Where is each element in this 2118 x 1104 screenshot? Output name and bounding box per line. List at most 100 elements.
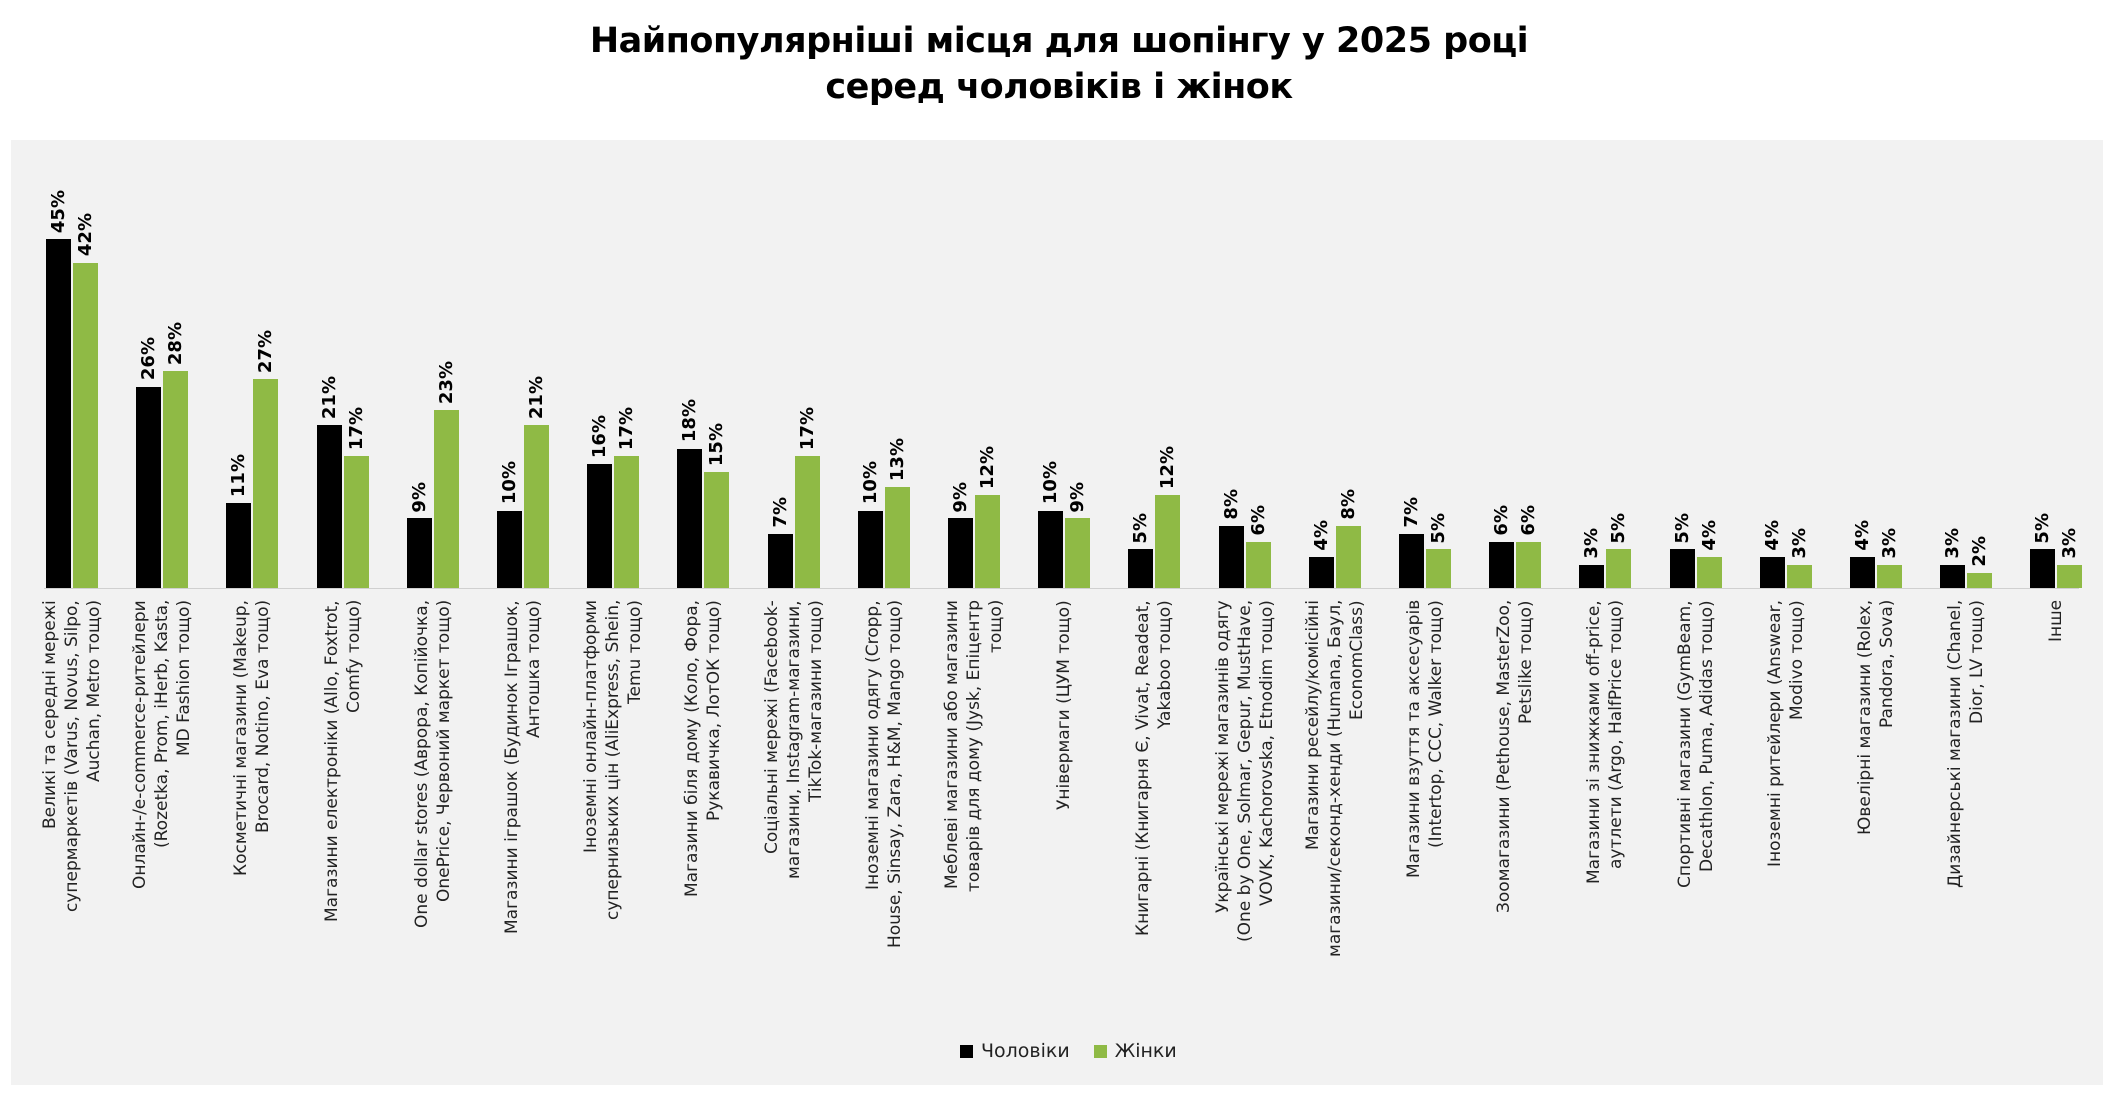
legend: Чоловіки Жінки [960, 1040, 1177, 1062]
category-label: Дизайнерські магазини (Chanel, Dior, LV … [1945, 600, 1988, 889]
legend-item-men: Чоловіки [960, 1040, 1070, 1062]
data-label-men: 4% [1310, 520, 1332, 551]
bar-men [1128, 549, 1154, 588]
bar-women [1335, 526, 1361, 588]
data-label-women: 3% [2059, 528, 2081, 559]
bar-women [794, 456, 820, 588]
bar-men [677, 448, 703, 588]
data-label-men: 6% [1491, 504, 1513, 536]
data-label-women: 42% [75, 213, 96, 257]
data-label-men: 10% [1040, 461, 1062, 505]
category-label: Іноземні онлайн-платформи супернизьких ц… [581, 600, 646, 921]
data-label-women: 21% [526, 376, 547, 420]
bar-men [46, 239, 71, 588]
category-label: Меблеві магазини або магазини товарів дл… [942, 600, 1006, 893]
bar-women [433, 409, 459, 588]
data-label-men: 7% [1401, 497, 1422, 528]
bar-men [316, 425, 342, 588]
category-label: One dollar stores (Аврора, Копійочка, On… [411, 600, 454, 929]
category-label: Зоомагазини (Pethouse, MasterZoo, Petsli… [1494, 600, 1537, 914]
data-label-women: 13% [886, 438, 908, 482]
bar-men [1759, 557, 1785, 588]
bar-men [1850, 557, 1875, 588]
legend-swatch-women [1093, 1044, 1107, 1058]
data-label-men: 4% [1761, 520, 1783, 551]
bar-women [1786, 564, 1812, 588]
bar-men [1308, 557, 1334, 588]
bar-women [2057, 564, 2083, 588]
bar-women [1696, 557, 1722, 588]
bar-women [73, 262, 98, 588]
plot-area [11, 140, 2103, 1085]
data-label-men: 10% [499, 461, 520, 505]
data-label-women: 12% [977, 445, 998, 489]
category-label: Універмаги (ЦУМ тощо) [1054, 600, 1075, 810]
data-label-men: 3% [1581, 528, 1603, 559]
bar-women [975, 495, 1000, 588]
data-label-women: 17% [345, 407, 367, 451]
data-label-women: 6% [1247, 504, 1269, 536]
bar-men [1399, 533, 1424, 588]
data-label-men: 9% [950, 481, 971, 513]
data-label-men: 11% [228, 453, 250, 497]
bar-women [1516, 541, 1542, 588]
bar-women [1155, 495, 1181, 588]
data-label-women: 27% [255, 329, 277, 373]
data-label-women: 4% [1698, 520, 1720, 551]
bar-men [2030, 549, 2056, 588]
bar-men [497, 510, 522, 588]
legend-label-women: Жінки [1114, 1040, 1177, 1062]
bar-men [1669, 549, 1695, 588]
bar-men [1038, 510, 1064, 588]
bar-men [226, 502, 252, 588]
category-label: Українські мережі магазинів одягу (One b… [1212, 600, 1277, 943]
bar-men [1940, 564, 1966, 588]
data-label-women: 3% [1788, 528, 1810, 559]
data-label-women: 5% [1428, 512, 1449, 544]
bar-women [524, 425, 549, 588]
bar-women [704, 471, 730, 588]
category-label: Великі та середні мережі супермаркетів (… [40, 600, 104, 912]
data-label-women: 23% [435, 360, 457, 404]
chart-title: Найпопулярніші місця для шопінгу у 2025 … [589, 21, 1529, 107]
category-label: Ювелірні магазини (Rolex, Pandora, Sova) [1855, 600, 1897, 836]
bar-women [253, 378, 279, 588]
bar-men [587, 464, 613, 588]
bar-women [1426, 549, 1451, 588]
data-label-women: 9% [1067, 481, 1089, 513]
legend-item-women: Жінки [1093, 1040, 1177, 1062]
category-label: Магазини зі знижками off-price, аутлети … [1584, 600, 1627, 884]
category-label: Магазини ресейлу/комісійні магазини/секо… [1302, 600, 1367, 958]
bar-women [614, 456, 640, 588]
data-label-men: 3% [1942, 528, 1964, 559]
category-label: Книгарні (Книгарня Є, Vivat, Readeat, Ya… [1133, 600, 1176, 936]
data-label-women: 17% [616, 407, 638, 451]
bar-women [1245, 541, 1271, 588]
bar-men [1489, 541, 1515, 588]
data-label-women: 2% [1969, 535, 1991, 567]
data-label-women: 8% [1337, 489, 1359, 520]
bar-women [163, 371, 189, 588]
category-label: Іноземні ритейлери (Answear, Modivo тощо… [1764, 600, 1807, 867]
data-label-men: 10% [859, 461, 881, 505]
bar-men [767, 533, 793, 588]
data-label-men: 5% [1671, 512, 1693, 544]
category-label: Косметичні магазини (Makeup, Brocard, No… [231, 600, 274, 876]
legend-label-men: Чоловіки [981, 1040, 1070, 1062]
bar-men [406, 518, 432, 588]
category-label: Спортивні магазини (GymBeam, Decathlon, … [1674, 600, 1717, 888]
data-label-men: 18% [679, 399, 701, 443]
bar-men [136, 386, 162, 588]
bar-men [857, 510, 883, 588]
data-label-women: 28% [165, 321, 187, 365]
data-label-men: 16% [589, 414, 611, 458]
bar-women [1967, 572, 1993, 588]
data-label-men: 45% [48, 190, 69, 234]
category-label: Магазини електроніки (Allo, Foxtrot, Com… [321, 600, 364, 922]
data-label-men: 4% [1852, 520, 1873, 551]
bar-men [1218, 526, 1244, 588]
x-axis-line [44, 588, 2079, 589]
data-label-women: 15% [706, 422, 728, 466]
bar-women [343, 456, 369, 588]
legend-swatch-men [960, 1044, 973, 1058]
